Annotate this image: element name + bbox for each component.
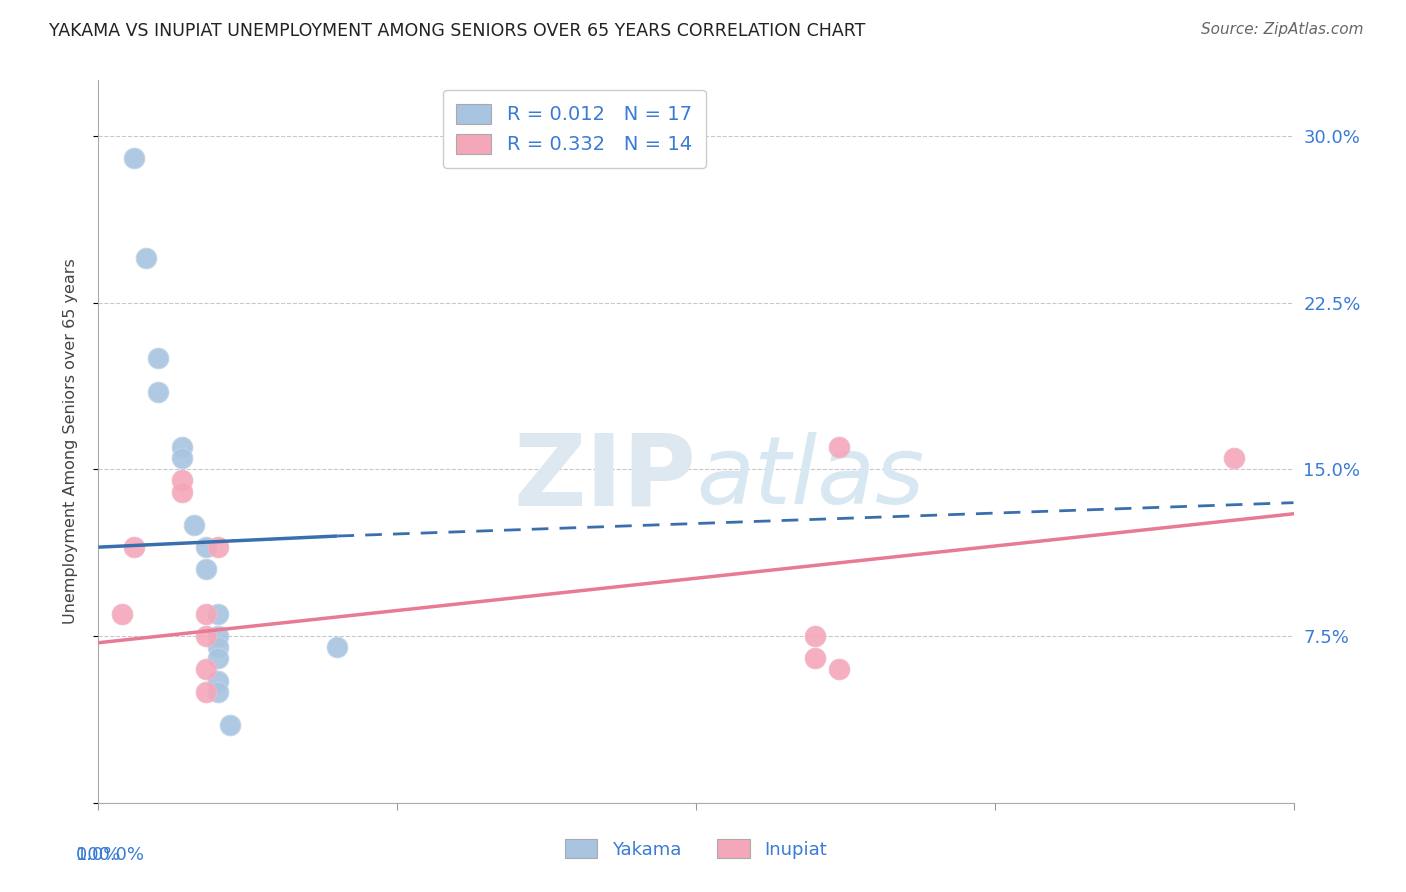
Point: [195, 684, 218, 698]
Point: [207, 629, 229, 643]
Point: [124, 540, 146, 554]
Text: atlas: atlas: [696, 432, 924, 524]
Point: [207, 673, 229, 688]
Point: [207, 684, 229, 698]
Point: [172, 440, 194, 454]
Text: 100.0%: 100.0%: [76, 847, 145, 864]
Text: YAKAMA VS INUPIAT UNEMPLOYMENT AMONG SENIORS OVER 65 YEARS CORRELATION CHART: YAKAMA VS INUPIAT UNEMPLOYMENT AMONG SEN…: [49, 22, 866, 40]
Point: [172, 484, 194, 499]
Point: [148, 351, 170, 366]
Point: [111, 607, 134, 621]
Point: [207, 651, 229, 665]
Point: [828, 440, 851, 454]
Point: [172, 451, 194, 466]
Point: [195, 629, 218, 643]
Point: [124, 151, 146, 165]
Point: [195, 662, 218, 676]
Point: [326, 640, 349, 655]
Point: [219, 718, 242, 732]
Text: Source: ZipAtlas.com: Source: ZipAtlas.com: [1201, 22, 1364, 37]
Point: [195, 607, 218, 621]
Point: [148, 384, 170, 399]
Point: [195, 540, 218, 554]
Point: [828, 662, 851, 676]
Point: [135, 251, 157, 265]
Point: [804, 629, 827, 643]
Point: [195, 562, 218, 576]
Text: ZIP: ZIP: [513, 429, 696, 526]
Point: [207, 540, 229, 554]
Point: [172, 474, 194, 488]
Point: [183, 517, 205, 532]
Point: [1223, 451, 1246, 466]
Point: [804, 651, 827, 665]
Legend: Yakama, Inupiat: Yakama, Inupiat: [558, 832, 834, 866]
Y-axis label: Unemployment Among Seniors over 65 years: Unemployment Among Seniors over 65 years: [63, 259, 77, 624]
Point: [207, 640, 229, 655]
Point: [207, 607, 229, 621]
Text: 0.0%: 0.0%: [76, 847, 121, 864]
